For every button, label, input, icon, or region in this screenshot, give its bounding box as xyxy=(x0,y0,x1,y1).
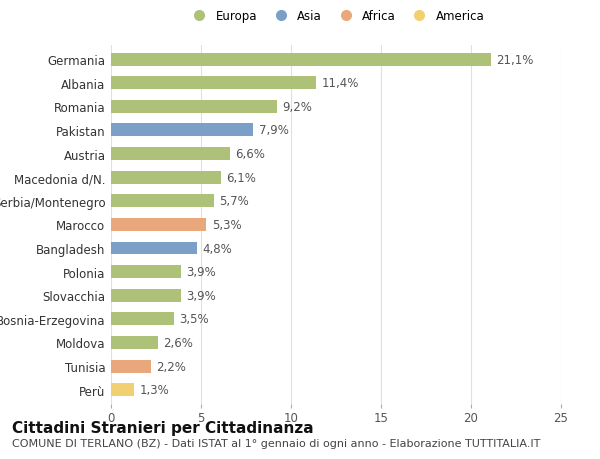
Text: 3,5%: 3,5% xyxy=(179,313,209,325)
Bar xyxy=(111,54,491,67)
Bar xyxy=(111,148,230,161)
Legend: Europa, Asia, Africa, America: Europa, Asia, Africa, America xyxy=(182,5,490,28)
Text: 3,9%: 3,9% xyxy=(187,289,217,302)
Text: 4,8%: 4,8% xyxy=(203,242,233,255)
Bar xyxy=(111,77,316,90)
Text: 9,2%: 9,2% xyxy=(282,101,312,114)
Text: 6,6%: 6,6% xyxy=(235,148,265,161)
Text: 3,9%: 3,9% xyxy=(187,266,217,279)
Text: 2,2%: 2,2% xyxy=(156,360,186,373)
Text: 5,3%: 5,3% xyxy=(212,218,241,231)
Text: 1,3%: 1,3% xyxy=(140,383,170,396)
Bar xyxy=(111,313,174,325)
Bar xyxy=(111,289,181,302)
Bar xyxy=(111,360,151,373)
Text: 7,9%: 7,9% xyxy=(259,124,289,137)
Bar xyxy=(111,242,197,255)
Text: 21,1%: 21,1% xyxy=(496,54,533,67)
Bar xyxy=(111,336,158,349)
Text: 6,1%: 6,1% xyxy=(226,171,256,184)
Bar xyxy=(111,383,134,396)
Bar xyxy=(111,101,277,114)
Bar xyxy=(111,124,253,137)
Bar xyxy=(111,171,221,184)
Bar xyxy=(111,218,206,231)
Bar xyxy=(111,195,214,208)
Bar xyxy=(111,266,181,279)
Text: 2,6%: 2,6% xyxy=(163,336,193,349)
Text: 11,4%: 11,4% xyxy=(322,77,359,90)
Text: 5,7%: 5,7% xyxy=(219,195,249,208)
Text: Cittadini Stranieri per Cittadinanza: Cittadini Stranieri per Cittadinanza xyxy=(12,420,314,435)
Text: COMUNE DI TERLANO (BZ) - Dati ISTAT al 1° gennaio di ogni anno - Elaborazione TU: COMUNE DI TERLANO (BZ) - Dati ISTAT al 1… xyxy=(12,438,541,448)
